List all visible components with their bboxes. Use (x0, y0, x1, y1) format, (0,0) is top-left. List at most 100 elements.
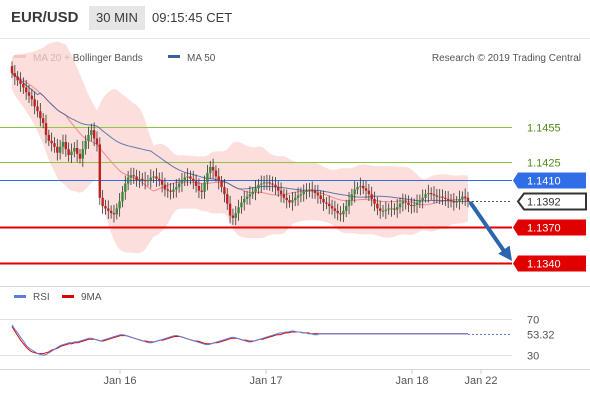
candle-body (118, 201, 121, 209)
candle-body (449, 200, 453, 202)
candle-body (24, 87, 28, 93)
candle-body (305, 190, 308, 192)
level-tag-1.1370 (513, 219, 586, 236)
candle-body (342, 210, 345, 215)
candle-body (333, 208, 337, 211)
candle-body (75, 147, 79, 154)
candle-body (169, 190, 172, 192)
candle-body (220, 181, 223, 188)
candle-body (316, 193, 320, 196)
rsi-current-label: 53.32 (527, 330, 555, 342)
candle-body (339, 213, 342, 215)
level-tag-1.1340 (513, 255, 586, 272)
candle-body (328, 203, 331, 207)
forecast-arrowhead (498, 245, 512, 262)
candle-body (432, 194, 436, 196)
candle-body (461, 196, 464, 199)
candle-body (149, 177, 152, 180)
candle-body (364, 188, 368, 191)
candle-body (223, 187, 226, 195)
candle-body (410, 204, 413, 207)
candle-body (22, 83, 25, 88)
candle-body (39, 111, 42, 119)
candles (10, 61, 470, 226)
rsi-legend-label: RSI (33, 292, 50, 303)
candle-body (211, 166, 215, 171)
candle-body (245, 196, 249, 199)
candle-body (90, 130, 93, 135)
candle-body (228, 203, 232, 216)
x-label: Jan 22 (464, 375, 497, 387)
candle-body (435, 195, 439, 197)
candle-body (424, 194, 427, 198)
candle-body (353, 189, 356, 195)
candle-body (429, 193, 433, 195)
rsi-line (11, 324, 468, 356)
candle-body (376, 203, 379, 209)
candle-body (53, 143, 56, 147)
level-label-1.1455: 1.1455 (527, 123, 561, 135)
candle-body (446, 198, 450, 201)
candle-body (41, 118, 45, 124)
x-label: Jan 18 (395, 375, 428, 387)
candle-body (438, 196, 441, 198)
candle-body (121, 191, 124, 202)
candle-body (381, 210, 385, 212)
candle-body (206, 172, 209, 183)
candle-body (279, 190, 283, 195)
candle-body (251, 191, 254, 195)
candle-body (177, 183, 181, 188)
candle-body (260, 183, 263, 185)
candle-body (336, 210, 339, 214)
candle-body (350, 194, 354, 201)
candle-body (395, 207, 399, 210)
candle-body (285, 197, 288, 201)
candle-body (325, 202, 328, 204)
candle-body (203, 182, 206, 192)
timeframe-badge[interactable]: 30 MIN (89, 6, 145, 30)
candle-body (231, 215, 235, 218)
candle-body (33, 99, 36, 107)
candle-body (183, 177, 186, 182)
timestamp: 09:15:45 CET (152, 10, 233, 25)
chart-header: EUR/USD 30 MIN 09:15:45 CET (0, 0, 590, 36)
candle-body (257, 184, 260, 189)
candle-body (268, 182, 271, 184)
candle-body (36, 106, 39, 112)
candle-body (214, 170, 218, 177)
candle-body (124, 183, 127, 192)
candle-body (271, 183, 274, 185)
level-tag-1.1410 (513, 172, 586, 189)
level-label-1.1410: 1.1410 (527, 176, 561, 188)
candle-body (362, 185, 365, 189)
candle-body (30, 95, 34, 100)
candle-body (441, 196, 444, 198)
candle-body (160, 179, 164, 185)
candle-body (13, 73, 17, 77)
candle-body (458, 198, 461, 202)
candle-body (138, 178, 141, 180)
candle-body (135, 176, 138, 180)
candle-body (415, 202, 419, 205)
candle-body (330, 206, 334, 209)
candle-body (265, 182, 269, 184)
candle-body (141, 178, 144, 180)
candle-body (390, 208, 393, 210)
candle-body (466, 197, 470, 202)
candle-body (10, 66, 14, 74)
candle-body (319, 195, 322, 199)
candle-body (112, 213, 116, 215)
candle-body (217, 176, 220, 182)
candle-body (129, 175, 133, 178)
candle-body (87, 134, 90, 141)
candle-body (243, 198, 246, 203)
candle-body (192, 178, 195, 182)
candle-body (107, 208, 110, 211)
candle-body (197, 185, 201, 191)
candle-body (64, 142, 68, 150)
last-price-tag (516, 192, 587, 211)
candle-body (132, 175, 135, 177)
candle-body (302, 191, 305, 195)
forecast-arrow (469, 201, 506, 254)
